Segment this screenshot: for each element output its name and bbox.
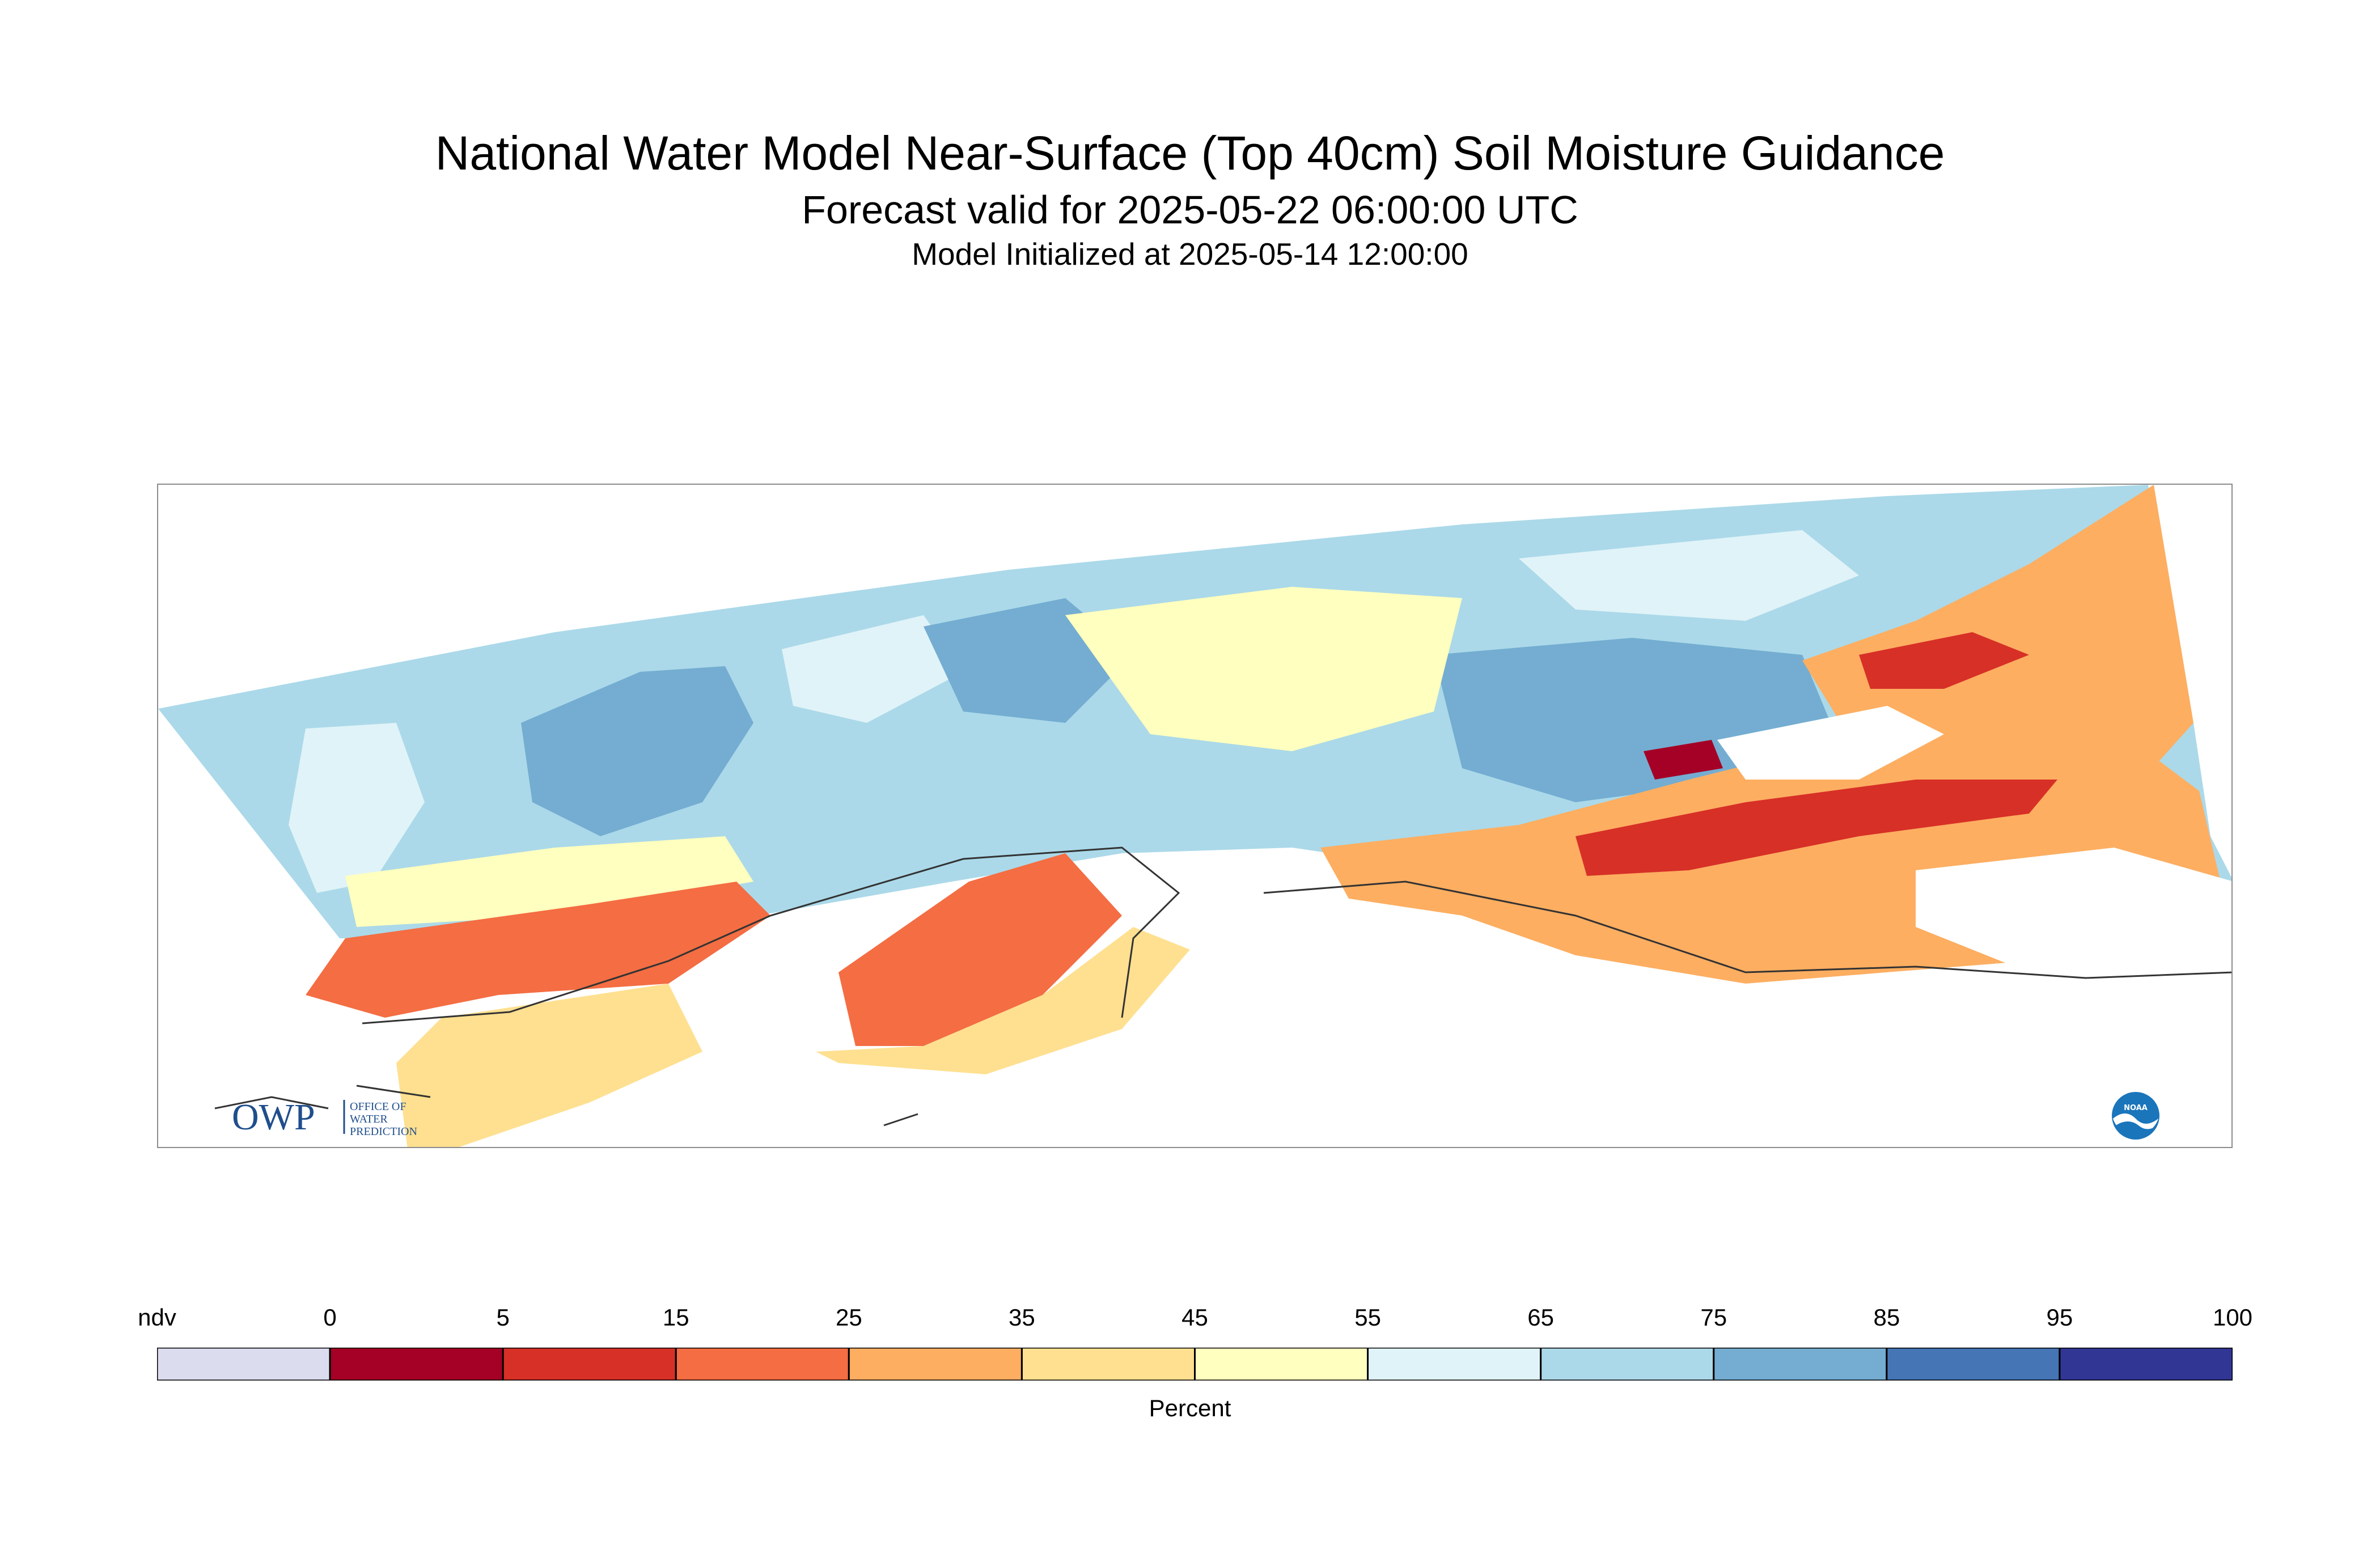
owp-logo-line-3: PREDICTION — [350, 1125, 417, 1138]
colorbar-tick-label: 55 — [1354, 1304, 1381, 1331]
peninsula-dry — [838, 853, 1122, 1046]
owp-logo-line-2: WATER — [350, 1113, 388, 1125]
colorbar-swatch — [848, 1348, 1023, 1381]
colorbar-tick-label: 65 — [1527, 1304, 1555, 1331]
noaa-logo-text: NOAA — [2124, 1104, 2148, 1112]
colorbar-swatch — [1367, 1348, 1542, 1381]
extreme-dry-spot — [1644, 740, 1723, 780]
colorbar-swatch — [1540, 1348, 1715, 1381]
colorbar-tick-label: 25 — [835, 1304, 862, 1331]
no-data-patch — [1916, 848, 2231, 972]
colorbar-tick-label: 100 — [2212, 1304, 2253, 1331]
owp-logo-line-1: OFFICE OF — [350, 1100, 406, 1113]
dry-region-southwest-light — [396, 984, 702, 1147]
colorbar-swatch — [157, 1348, 331, 1381]
colorbar-tick-label: 75 — [1700, 1304, 1727, 1331]
colorbar-swatch — [675, 1348, 850, 1381]
colorbar-tick-label: 5 — [496, 1304, 510, 1331]
colorbar-swatch — [1886, 1348, 2061, 1381]
colorbar-tick-label: 45 — [1181, 1304, 1208, 1331]
colorbar-tick-label: 95 — [2046, 1304, 2073, 1331]
colorbar-tick-label: 35 — [1009, 1304, 1035, 1331]
very-dry-streaks — [1859, 632, 2029, 689]
ocean-area — [459, 899, 2231, 1147]
dry-region-southwest — [306, 882, 770, 1018]
neutral-patch — [345, 836, 753, 927]
very-dry-streaks — [1576, 780, 2057, 876]
colorbar-swatch — [502, 1348, 677, 1381]
no-data-patch — [1717, 706, 1944, 780]
wet-light-patch — [289, 723, 425, 893]
owp-logo-mark: OWP — [232, 1096, 315, 1138]
colorbar-swatch — [1020, 1348, 1196, 1381]
map-frame: OWP OFFICE OF WATER PREDICTION NOAA — [157, 484, 2233, 1148]
wetter-patch — [521, 666, 753, 836]
dry-region-northeast — [1802, 485, 2193, 780]
wet-light-patch — [1519, 530, 1859, 621]
soil-moisture-map — [158, 485, 2231, 1147]
colorbar-tick-label: ndv — [138, 1304, 176, 1331]
colorbar-tick-label: 15 — [662, 1304, 689, 1331]
colorbar-tick-label: 0 — [323, 1304, 337, 1331]
colorbar-tick-label: 85 — [1873, 1304, 1900, 1331]
model-initialized-subtitle: Model Initialized at 2025-05-14 12:00:00 — [912, 236, 1468, 272]
map-title: National Water Model Near-Surface (Top 4… — [435, 126, 1945, 180]
coastline — [214, 846, 2231, 1127]
neutral-patch — [1065, 587, 1462, 751]
forecast-valid-subtitle: Forecast valid for 2025-05-22 06:00:00 U… — [802, 188, 1578, 232]
colorbar-label: Percent — [1149, 1395, 1231, 1421]
colorbar — [157, 1348, 2233, 1381]
colorbar-swatch — [1194, 1348, 1369, 1381]
colorbar-swatch — [329, 1348, 504, 1381]
owp-logo: OWP OFFICE OF WATER PREDICTION — [232, 1096, 417, 1138]
noaa-logo: NOAA — [2112, 1092, 2159, 1140]
wetter-patch — [1434, 638, 1831, 802]
wet-light-patch — [782, 615, 963, 723]
colorbar-swatch — [2059, 1348, 2233, 1381]
colorbar-swatch — [1713, 1348, 1888, 1381]
